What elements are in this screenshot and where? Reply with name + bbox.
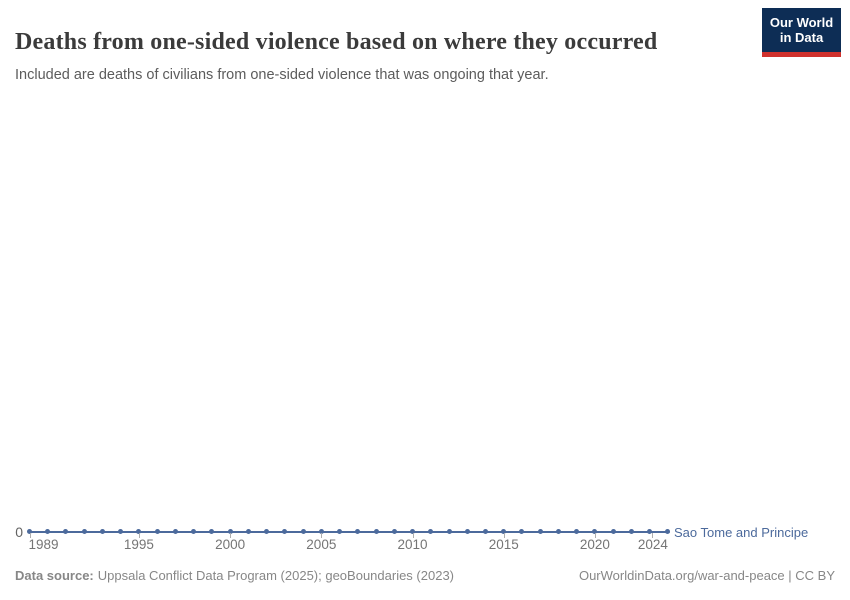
x-axis-tick <box>651 533 653 538</box>
x-tick-label: 1989 <box>28 537 59 552</box>
data-point <box>191 529 197 534</box>
owid-logo-box: Our World in Data <box>762 8 841 52</box>
data-point <box>464 529 470 534</box>
data-point <box>373 529 379 534</box>
data-point <box>574 529 580 534</box>
data-source-note: Data source: Uppsala Conflict Data Progra… <box>15 568 454 583</box>
x-tick-label: 2010 <box>397 537 428 552</box>
data-point <box>245 529 251 534</box>
data-point <box>209 529 215 534</box>
data-point <box>99 529 105 534</box>
data-point <box>483 529 488 534</box>
data-point <box>337 529 343 534</box>
page-title: Deaths from one-sided violence based on … <box>15 29 658 56</box>
data-point <box>537 529 543 534</box>
x-tick-label: 2000 <box>215 537 246 552</box>
x-axis-tick <box>503 533 505 538</box>
x-tick-label: 2015 <box>488 537 519 552</box>
data-point <box>501 529 507 534</box>
chart-footer: Data source: Uppsala Conflict Data Progra… <box>15 568 835 583</box>
data-point <box>410 529 416 534</box>
x-axis-tick <box>594 533 596 538</box>
page-subtitle: Included are deaths of civilians from on… <box>15 66 549 83</box>
data-point <box>300 529 306 534</box>
license-link-text: OurWorldinData.org/war-and-peace | CC BY <box>578 568 835 583</box>
data-point <box>647 529 653 534</box>
data-point <box>136 529 142 534</box>
data-point <box>610 529 616 534</box>
x-tick-label: 2024 <box>637 537 668 552</box>
data-point <box>428 529 434 534</box>
owid-logo-line2: in Data <box>779 30 824 45</box>
x-axis-tick <box>230 533 232 538</box>
x-tick-label: 2020 <box>579 537 610 552</box>
data-point <box>172 529 178 534</box>
data-point <box>592 529 598 534</box>
data-point <box>27 529 32 534</box>
data-point <box>282 529 288 534</box>
data-point <box>154 529 160 534</box>
x-axis-tick <box>321 533 323 538</box>
data-point <box>665 529 671 534</box>
data-source-label: Data source: <box>15 568 94 583</box>
owid-logo-red-bar <box>762 52 841 57</box>
x-axis-tick <box>29 533 31 538</box>
data-point <box>118 529 124 534</box>
x-tick-label: 2005 <box>306 537 337 552</box>
x-axis-tick <box>412 533 414 538</box>
data-point <box>45 529 51 534</box>
data-point <box>227 529 233 534</box>
data-point <box>555 529 561 534</box>
data-point <box>318 529 324 534</box>
data-point <box>446 529 452 534</box>
y-axis-zero-label: 0 <box>15 524 23 540</box>
x-axis-tick <box>138 533 140 538</box>
data-point <box>264 529 270 534</box>
data-point <box>391 529 397 534</box>
data-source-value: Uppsala Conflict Data Program (2025); ge… <box>97 568 454 583</box>
owid-logo-line1: Our World <box>769 15 834 30</box>
data-point <box>628 529 634 534</box>
data-point <box>355 529 361 534</box>
x-tick-label: 1995 <box>123 537 154 552</box>
series-line <box>28 530 671 533</box>
data-point <box>81 529 87 534</box>
data-point <box>519 529 525 534</box>
owid-logo: Our World in Data <box>762 8 841 57</box>
data-point <box>63 529 69 534</box>
series-label: Sao Tome and Principe <box>674 525 809 540</box>
